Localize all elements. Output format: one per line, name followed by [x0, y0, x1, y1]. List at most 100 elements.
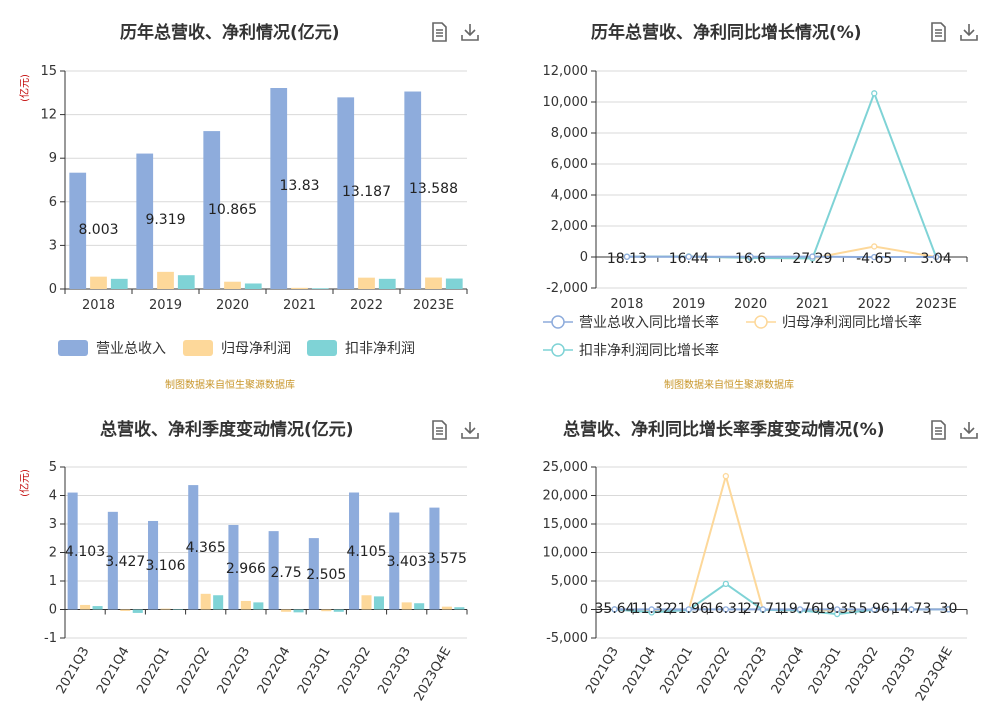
x-tick-label: 2022Q4 [255, 645, 294, 697]
bar [177, 275, 195, 289]
x-tick-label: 2023Q4E [411, 645, 454, 704]
document-icon[interactable] [430, 420, 450, 442]
x-tick-label: 2022 [858, 297, 891, 312]
data-label: 3.575 [427, 551, 467, 567]
bar [337, 97, 355, 289]
x-tick-label: 2018 [82, 298, 115, 313]
data-label: 3.427 [105, 554, 145, 570]
bar [291, 287, 308, 289]
y-tick-label: 9 [49, 151, 57, 166]
y-tick-label: 5,000 [551, 574, 588, 589]
data-label: 2.505 [306, 567, 346, 583]
x-tick-label: 2023Q2 [843, 645, 882, 697]
x-tick-label: 2022Q3 [215, 645, 254, 697]
document-icon[interactable] [929, 420, 949, 442]
bar [358, 277, 375, 289]
bar [200, 593, 211, 610]
y-tick-label: 4 [49, 489, 57, 504]
bar [281, 609, 292, 612]
bar [429, 507, 440, 610]
bar [224, 281, 241, 289]
data-point [871, 90, 878, 97]
y-tick-label: -2,000 [546, 281, 588, 296]
y-axis-label: (亿元) [18, 469, 31, 497]
y-tick-label: 15 [40, 64, 57, 79]
y-tick-label: 4,000 [551, 188, 588, 203]
x-tick-label: 2023Q4E [913, 645, 956, 704]
bar [160, 608, 171, 610]
legend-label: 营业总收入同比增长率 [579, 314, 719, 331]
data-point [871, 253, 878, 261]
bar [425, 277, 442, 289]
data-point [648, 606, 655, 613]
download-icon[interactable] [959, 22, 979, 44]
data-label: 3.403 [387, 554, 427, 570]
x-tick-label: 2021Q3 [583, 645, 622, 697]
bar [253, 602, 264, 610]
data-label: 2.75 [271, 565, 302, 581]
x-tick-label: 2023Q2 [335, 645, 374, 697]
series-line [626, 90, 938, 260]
bar [90, 276, 107, 289]
bar [188, 485, 199, 610]
bar [401, 602, 412, 610]
y-tick-label: 0 [49, 282, 57, 297]
bar [378, 278, 396, 289]
document-icon[interactable] [430, 22, 450, 44]
x-tick-label: 2021 [283, 298, 316, 313]
source-note: 制图数据来自恒生聚源数据库 [664, 380, 794, 391]
data-point [685, 253, 692, 260]
bar [80, 604, 91, 610]
data-label: 4.365 [186, 540, 226, 556]
y-tick-label: 6,000 [551, 157, 588, 172]
y-tick-label: 0 [580, 250, 588, 265]
chart-title: 历年总营收、净利同比增长情况(%) [591, 23, 862, 43]
download-icon[interactable] [460, 22, 480, 44]
data-point [722, 606, 730, 613]
x-tick-label: 2022Q1 [134, 645, 173, 697]
bar [172, 609, 183, 610]
y-tick-label: 12,000 [543, 64, 589, 79]
legend-label: 扣非净利润 [345, 341, 415, 357]
legend-marker [551, 343, 565, 357]
download-icon[interactable] [460, 420, 480, 442]
bar [213, 595, 224, 610]
data-label: 2.966 [226, 561, 266, 577]
data-label: -4.65 [856, 251, 892, 267]
bar [69, 172, 87, 289]
data-label: 10.865 [208, 202, 257, 218]
bar [67, 492, 78, 610]
data-label: 16.44 [669, 251, 709, 267]
x-tick-label: 2022Q3 [732, 645, 771, 697]
bar [361, 595, 372, 610]
x-tick-label: 2021Q4 [94, 645, 133, 697]
bar [92, 606, 103, 610]
bar [107, 511, 118, 610]
y-tick-label: -1 [44, 631, 57, 646]
bar [120, 609, 131, 611]
x-tick-label: 2018 [610, 297, 643, 312]
x-tick-label: 2022Q2 [695, 645, 734, 697]
y-tick-label: 3 [49, 238, 57, 253]
download-icon[interactable] [959, 420, 979, 442]
data-point [747, 253, 754, 260]
bar [136, 153, 154, 289]
x-tick-label: 2021 [796, 297, 829, 312]
x-tick-label: 2019 [149, 298, 182, 313]
data-label: 13.588 [409, 181, 458, 197]
document-icon[interactable] [929, 22, 949, 44]
data-point [611, 606, 618, 613]
y-tick-label: 12 [40, 108, 57, 123]
bar [373, 596, 384, 610]
data-label: 27.29 [792, 251, 832, 267]
legend-swatch [58, 340, 88, 356]
bar [308, 538, 319, 610]
legend-swatch [307, 340, 337, 356]
data-point [833, 606, 841, 613]
x-tick-label: 2023Q1 [295, 645, 334, 697]
data-point [932, 253, 940, 261]
data-point [945, 606, 952, 613]
source-note: 制图数据来自恒生聚源数据库 [165, 380, 295, 391]
x-tick-label: 2023E [915, 297, 956, 312]
